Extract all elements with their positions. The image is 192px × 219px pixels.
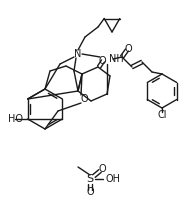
Text: O: O [124, 44, 132, 54]
Text: O: O [98, 56, 106, 66]
Text: Cl: Cl [157, 110, 167, 120]
Text: N: N [74, 49, 82, 59]
Text: O: O [80, 94, 88, 104]
Text: OH: OH [106, 174, 121, 184]
Text: O: O [98, 164, 106, 174]
Text: HO: HO [8, 114, 23, 124]
Text: S: S [86, 174, 94, 184]
Text: O: O [86, 187, 94, 197]
Text: NH: NH [109, 54, 124, 64]
